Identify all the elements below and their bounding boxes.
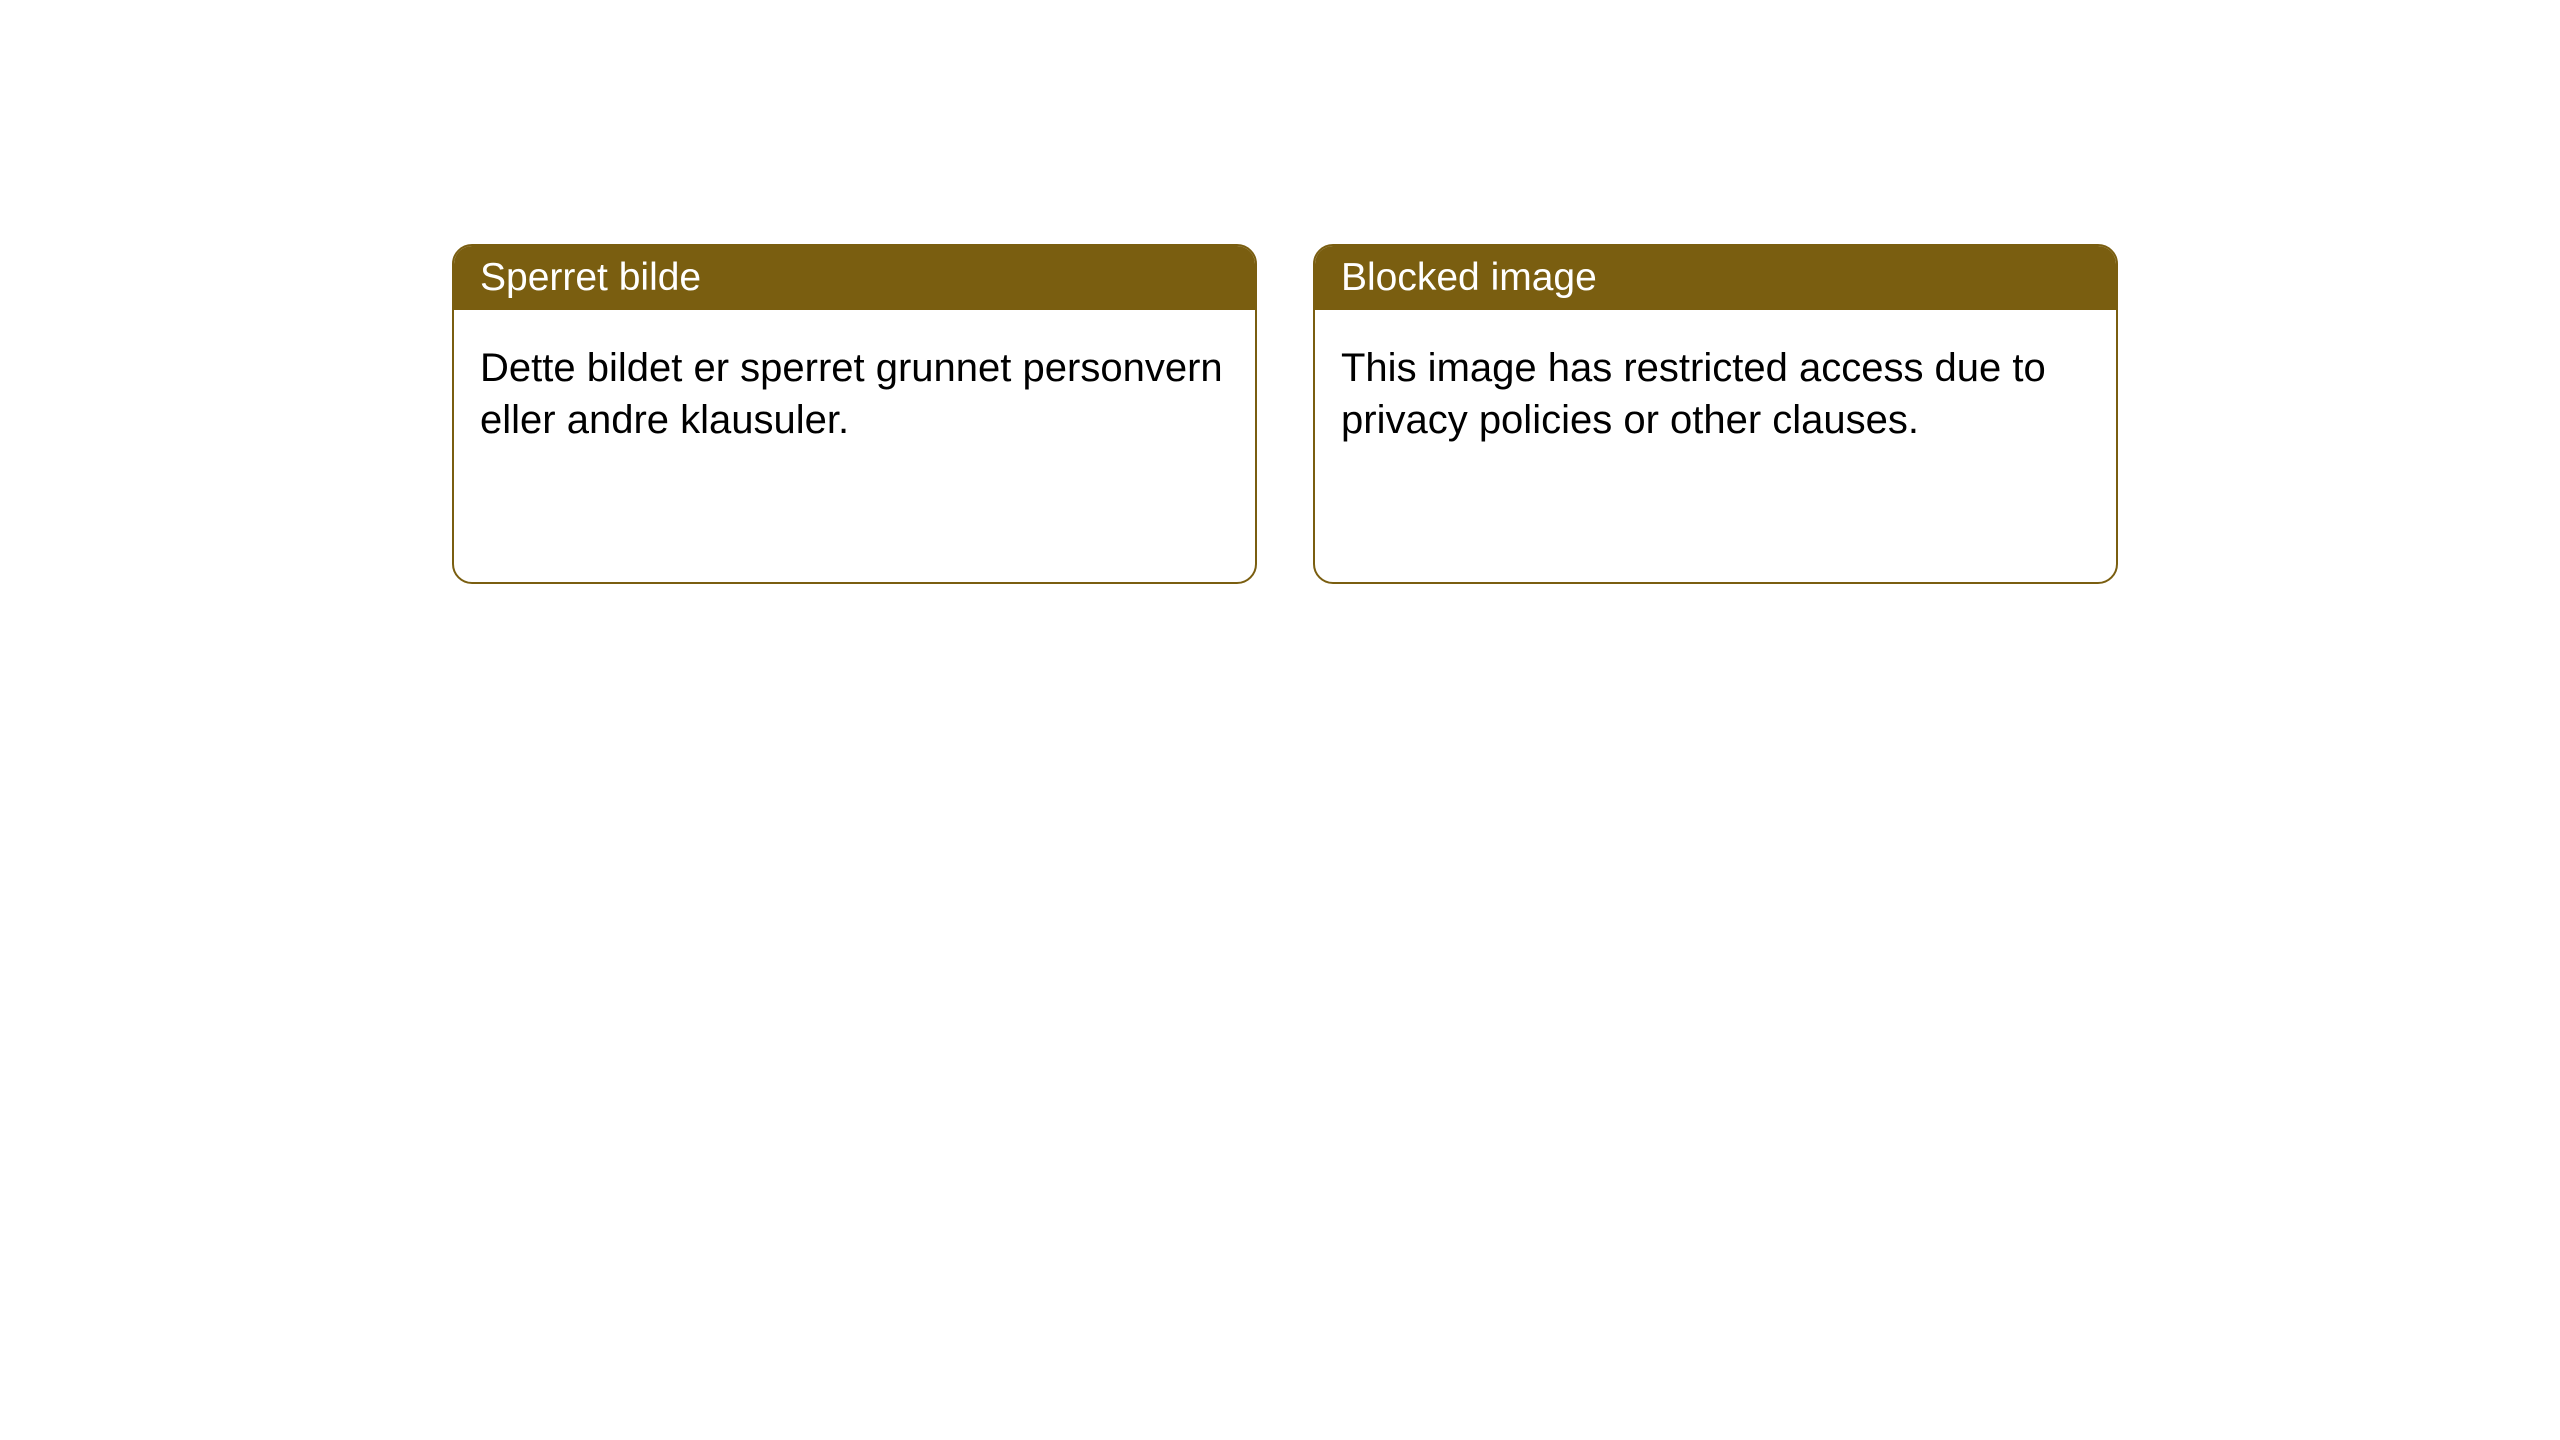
card-body-text: This image has restricted access due to … xyxy=(1341,346,2046,442)
card-body: Dette bildet er sperret grunnet personve… xyxy=(454,310,1255,478)
blocked-image-card-norwegian: Sperret bilde Dette bildet er sperret gr… xyxy=(452,244,1257,584)
card-header: Sperret bilde xyxy=(454,246,1255,310)
card-body: This image has restricted access due to … xyxy=(1315,310,2116,478)
notice-container: Sperret bilde Dette bildet er sperret gr… xyxy=(0,0,2560,584)
blocked-image-card-english: Blocked image This image has restricted … xyxy=(1313,244,2118,584)
card-title: Blocked image xyxy=(1341,256,1597,299)
card-header: Blocked image xyxy=(1315,246,2116,310)
card-body-text: Dette bildet er sperret grunnet personve… xyxy=(480,346,1223,442)
card-title: Sperret bilde xyxy=(480,256,701,299)
